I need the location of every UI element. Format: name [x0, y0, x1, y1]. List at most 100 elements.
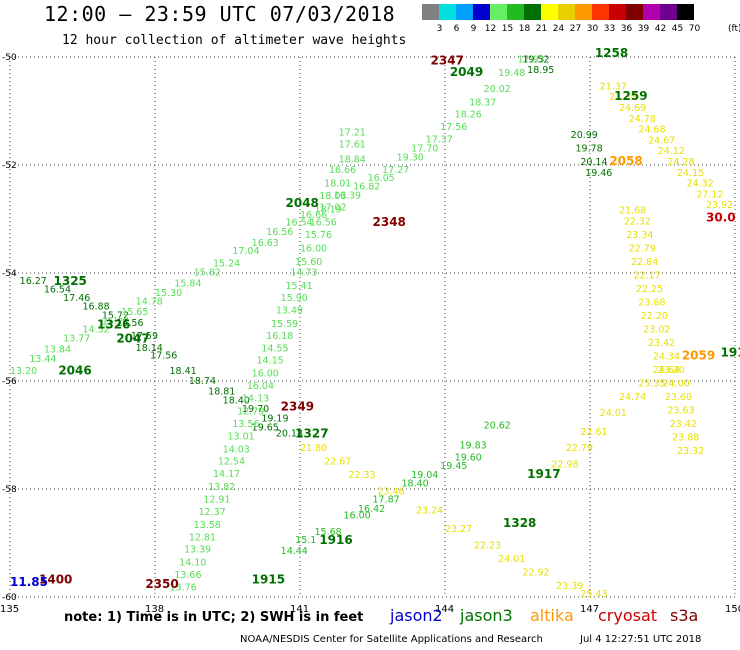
generated-timestamp: Jul 4 12:27:51 UTC 2018	[580, 634, 702, 645]
track-time-label: 30.0	[706, 211, 736, 225]
swh-value: 25.35	[638, 378, 665, 389]
swh-value: 16.66	[300, 210, 327, 221]
track-time-label: 2048	[286, 196, 319, 210]
swh-value: 23.20	[658, 365, 685, 376]
swh-value: 14.17	[213, 469, 240, 480]
swh-value: 16.00	[344, 511, 371, 522]
swh-value: 22.79	[566, 443, 593, 454]
swh-value: 17.46	[63, 293, 90, 304]
swh-value: 13.39	[184, 545, 211, 556]
swh-value: 15.28	[102, 316, 129, 327]
swh-value: 15.24	[213, 259, 240, 270]
swh-value: 18.01	[324, 179, 351, 190]
swh-value: 21.80	[300, 443, 327, 454]
swh-value: 24.00	[663, 378, 690, 389]
swh-value: 12.79	[237, 406, 264, 417]
swh-value: 18.40	[402, 478, 429, 489]
track-time-label: 1328	[503, 516, 536, 530]
satellite-name-cryosat: cryosat	[598, 606, 658, 625]
legend-swatch	[643, 4, 660, 20]
swh-value: 16.42	[358, 504, 385, 515]
lon-tick-label: 150	[725, 604, 740, 615]
swh-value: 16.05	[368, 173, 395, 184]
swh-value: 13.44	[29, 354, 56, 365]
swh-value: 18.40	[223, 396, 250, 407]
swh-value: 16.88	[83, 302, 110, 313]
swh-value: 19.70	[242, 404, 269, 415]
swh-value: 16.00	[300, 243, 327, 254]
swh-value: 16.39	[334, 190, 361, 201]
track-time-label: 1258	[595, 46, 628, 60]
swh-value: 20.99	[571, 130, 598, 141]
legend-swatch	[456, 4, 473, 20]
legend-label: 21	[535, 24, 548, 34]
swh-value: 22.79	[629, 243, 656, 254]
track-time-label: 2348	[373, 215, 406, 229]
legend-label: 39	[637, 24, 650, 34]
credit-line: NOAA/NESDIS Center for Satellite Applica…	[240, 634, 543, 645]
swh-value: 15.1	[295, 535, 316, 546]
swh-value: 23.88	[672, 432, 699, 443]
swh-value: 19.19	[261, 414, 288, 425]
swh-value: 23.39	[556, 581, 583, 592]
legend-swatch	[439, 4, 456, 20]
lat-tick-label: -50	[2, 53, 17, 63]
swh-value: 13.66	[174, 570, 201, 581]
swh-value: 19.30	[397, 153, 424, 164]
lat-tick-label: -54	[2, 269, 17, 279]
swh-value: 15.30	[155, 288, 182, 299]
swh-value: 16.66	[329, 165, 356, 176]
swh-value: 18.37	[469, 98, 496, 109]
swh-value: 15.41	[286, 281, 313, 292]
swh-value: 17.93	[518, 54, 545, 65]
swh-value: 19.65	[252, 423, 279, 434]
swh-value: 24.64	[653, 365, 680, 376]
swh-value: 24.12	[658, 146, 685, 157]
swh-value: 17.21	[339, 127, 366, 138]
swh-value: 17.87	[373, 495, 400, 506]
legend-label: 3	[436, 24, 443, 34]
legend-swatch	[626, 4, 643, 20]
track-time-label: 2349	[281, 400, 314, 414]
track-time-label: 1915	[252, 573, 285, 587]
swh-value: 18.19	[315, 205, 342, 216]
swh-value: 23.42	[648, 338, 675, 349]
satellite-name-jason3: jason3	[460, 606, 513, 625]
swh-value: 15.90	[281, 293, 308, 304]
lat-tick-label: -56	[2, 377, 17, 387]
legend-label: 33	[603, 24, 616, 34]
swh-value: 23.32	[677, 446, 704, 457]
track-time-label: 1325	[54, 274, 87, 288]
swh-value: 23.42	[670, 419, 697, 430]
swh-value: 23.68	[638, 297, 665, 308]
footnote: note: 1) Time is in UTC; 2) SWH is in fe…	[64, 610, 364, 625]
swh-value: 18.74	[189, 376, 216, 387]
swh-value: 18.03	[319, 191, 346, 202]
legend-swatch	[490, 4, 507, 20]
swh-value: 20.02	[484, 84, 511, 95]
page-subtitle: 12 hour collection of altimeter wave hei…	[62, 33, 407, 48]
track-time-label: 1327	[295, 427, 328, 441]
swh-value: 13.84	[44, 344, 71, 355]
legend-label: 24	[552, 24, 565, 34]
legend-label: 27	[569, 24, 582, 34]
swh-value: 22.98	[551, 459, 578, 470]
page-title: 12:00 – 23:59 UTC 07/03/2018	[44, 2, 396, 26]
track-time-label: 11.85	[10, 575, 48, 589]
swh-value: 16.54	[44, 284, 71, 295]
swh-value: 24.28	[667, 157, 694, 168]
swh-value: 24.67	[648, 135, 675, 146]
swh-value: 23.02	[643, 324, 670, 335]
swh-value: 19.60	[455, 452, 482, 463]
lat-tick-label: -52	[2, 161, 17, 171]
swh-value: 16.27	[20, 276, 47, 287]
swh-value: 14.78	[136, 296, 163, 307]
track-time-label: 2058	[609, 154, 642, 168]
swh-value: 19.52	[522, 54, 549, 65]
swh-value: 13.49	[276, 306, 303, 317]
swh-value: 23.27	[445, 524, 472, 535]
swh-value: 23.34	[626, 230, 653, 241]
legend-swatch	[609, 4, 626, 20]
swh-value: 23.60	[665, 392, 692, 403]
swh-value: 17.59	[131, 331, 158, 342]
